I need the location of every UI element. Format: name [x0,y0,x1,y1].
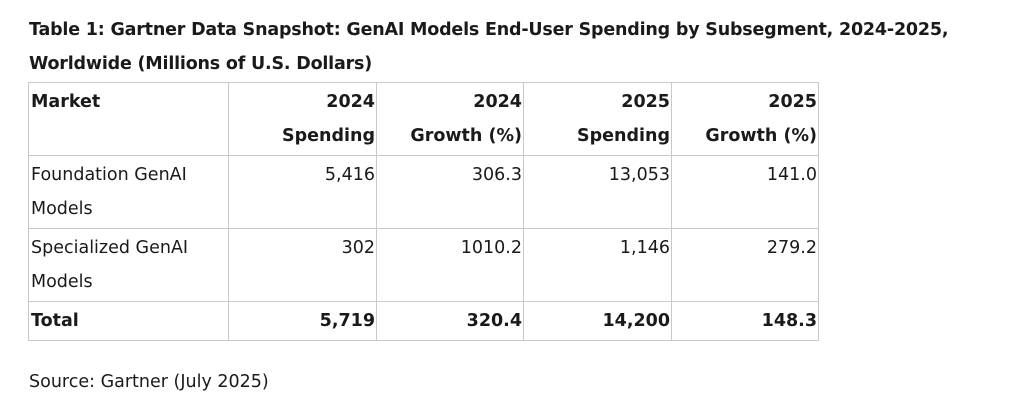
header-growth-2025: 2025 Growth (%) [671,82,819,156]
header-metric: Spending [282,126,375,146]
header-market: Market [28,82,229,156]
cell-growth-2025: 141.0 [671,155,819,229]
header-spend-2025: 2025 Spending [523,82,672,156]
cell-spend-2024: 5,719 [228,301,377,341]
cell-spend-2025: 1,146 [523,228,672,302]
cell-market: Total [28,301,229,341]
cell-growth-2025: 279.2 [671,228,819,302]
cell-spend-2024: 5,416 [228,155,377,229]
cell-spend-2025: 14,200 [523,301,672,341]
header-metric: Growth (%) [410,126,522,146]
source-note: Source: Gartner (July 2025) [29,372,269,392]
header-year: 2025 [768,92,817,112]
header-year: 2024 [326,92,375,112]
table-row: Specialized GenAI Models 302 1010.2 1,14… [28,228,819,302]
total-row: Total 5,719 320.4 14,200 148.3 [28,301,819,341]
cell-growth-2024: 1010.2 [376,228,524,302]
cell-market: Foundation GenAI Models [28,155,229,229]
cell-growth-2025: 148.3 [671,301,819,341]
cell-spend-2025: 13,053 [523,155,672,229]
header-row: Market 2024 Spending 2024 Growth (%) 202… [28,82,819,156]
cell-market: Specialized GenAI Models [28,228,229,302]
cell-growth-2024: 306.3 [376,155,524,229]
spending-table: Market 2024 Spending 2024 Growth (%) 202… [28,82,819,341]
header-market-label: Market [31,92,101,112]
header-year: 2024 [473,92,522,112]
header-spend-2024: 2024 Spending [228,82,377,156]
cell-growth-2024: 320.4 [376,301,524,341]
table-row: Foundation GenAI Models 5,416 306.3 13,0… [28,155,819,229]
header-year: 2025 [621,92,670,112]
table-title: Table 1: Gartner Data Snapshot: GenAI Mo… [29,20,949,74]
header-metric: Growth (%) [705,126,817,146]
cell-spend-2024: 302 [228,228,377,302]
header-growth-2024: 2024 Growth (%) [376,82,524,156]
header-metric: Spending [577,126,670,146]
